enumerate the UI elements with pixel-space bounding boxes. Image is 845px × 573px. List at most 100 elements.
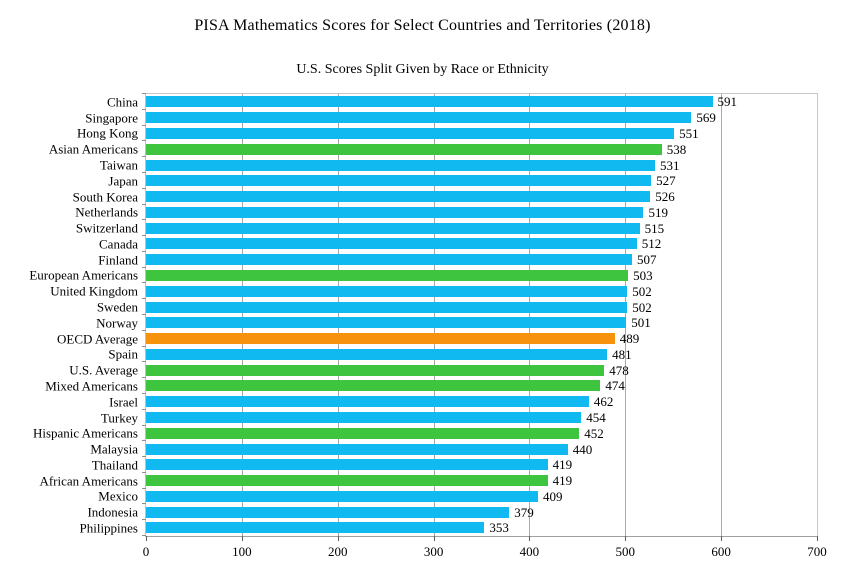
bar bbox=[146, 333, 615, 345]
bar-row: African Americans 419 bbox=[39, 473, 817, 489]
bar-row: Asian Americans 538 bbox=[49, 141, 817, 157]
chart-subtitle: U.S. Scores Split Given by Race or Ethni… bbox=[296, 62, 549, 77]
x-tick-label: 500 bbox=[615, 544, 636, 559]
gridline bbox=[433, 94, 435, 536]
bar-row: Switzerland 515 bbox=[76, 220, 817, 236]
bar-row: United Kingdom 502 bbox=[50, 283, 817, 299]
bar bbox=[146, 364, 605, 376]
y-axis-tick bbox=[142, 361, 146, 363]
y-axis-tick bbox=[142, 329, 146, 331]
y-axis-tick bbox=[142, 203, 146, 205]
category-label: Malaysia bbox=[90, 441, 138, 457]
y-axis-tick bbox=[142, 187, 146, 189]
bar-value-label: 462 bbox=[593, 394, 614, 410]
bar-value-label: 379 bbox=[514, 504, 534, 520]
category-label: Turkey bbox=[100, 410, 138, 426]
bar-value-label: 527 bbox=[656, 173, 676, 189]
bar bbox=[146, 143, 662, 155]
bar bbox=[146, 475, 548, 487]
category-label: Japan bbox=[108, 173, 138, 189]
bar bbox=[146, 191, 651, 203]
bar-value-label: 489 bbox=[619, 331, 640, 347]
x-axis-tick bbox=[146, 536, 147, 541]
x-tick-label: 300 bbox=[423, 544, 444, 559]
x-axis-tick bbox=[433, 536, 435, 541]
category-label: Indonesia bbox=[87, 504, 138, 520]
y-axis-tick bbox=[142, 219, 146, 221]
bar bbox=[146, 396, 589, 408]
category-label: Israel bbox=[109, 394, 138, 410]
x-tick-label: 600 bbox=[711, 544, 731, 559]
bar-row: Taiwan 531 bbox=[100, 157, 817, 173]
bar-value-label: 452 bbox=[584, 425, 604, 441]
y-axis-tick bbox=[142, 108, 146, 110]
bar bbox=[146, 238, 637, 250]
bar bbox=[146, 112, 692, 124]
gridline bbox=[529, 94, 531, 536]
category-label: Finland bbox=[98, 252, 138, 268]
bar-value-label: 512 bbox=[641, 236, 662, 252]
y-axis-tick bbox=[142, 456, 146, 458]
bar-row: Philippines 353 bbox=[79, 520, 817, 536]
y-axis-tick bbox=[142, 487, 146, 489]
bar-value-label: 502 bbox=[632, 283, 652, 299]
bar-rows: China 591 Singapore 569 Hong Kong 551 Asian Am… bbox=[29, 94, 817, 536]
category-label: Hong Kong bbox=[76, 125, 138, 141]
bar bbox=[146, 490, 539, 502]
bar bbox=[146, 127, 675, 139]
bar-value-label: 515 bbox=[644, 220, 665, 236]
y-axis-tick bbox=[142, 392, 146, 394]
bar-value-label: 353 bbox=[489, 520, 509, 536]
category-label: Canada bbox=[99, 236, 138, 252]
category-label: United Kingdom bbox=[50, 283, 138, 299]
x-axis-tick bbox=[721, 536, 723, 541]
bar-row: Spain 481 bbox=[108, 347, 817, 363]
bar-row: South Korea 526 bbox=[73, 189, 817, 205]
bar-value-label: 440 bbox=[572, 441, 593, 457]
bar bbox=[146, 254, 632, 266]
bar bbox=[146, 301, 628, 313]
x-tick-label: 0 bbox=[142, 544, 150, 559]
category-label: U.S. Average bbox=[69, 362, 138, 378]
bar-value-label: 538 bbox=[666, 141, 687, 157]
category-label: Hispanic Americans bbox=[32, 425, 138, 441]
bar-row: OECD Average 489 bbox=[57, 331, 817, 347]
category-label: Norway bbox=[96, 315, 138, 331]
bar-row: Turkey 454 bbox=[101, 410, 817, 426]
x-axis-tick bbox=[241, 536, 243, 541]
y-axis-tick bbox=[142, 298, 146, 300]
category-label: OECD Average bbox=[57, 331, 138, 347]
x-axis-tick bbox=[817, 536, 818, 541]
chart-title: PISA Mathematics Scores for Select Count… bbox=[194, 17, 651, 34]
category-label: Asian Americans bbox=[48, 141, 138, 157]
category-label: European Americans bbox=[29, 267, 138, 283]
bar-row: Mixed Americans 474 bbox=[45, 378, 817, 394]
bar-value-label: 502 bbox=[632, 299, 652, 315]
bar bbox=[146, 159, 655, 171]
bar bbox=[146, 269, 629, 281]
bar-row: Hong Kong 551 bbox=[77, 126, 817, 142]
x-tick-label: 700 bbox=[807, 544, 827, 559]
category-label: Mixed Americans bbox=[45, 378, 138, 394]
bar bbox=[146, 175, 652, 187]
bar-value-label: 478 bbox=[609, 362, 629, 378]
y-axis-tick bbox=[142, 140, 146, 142]
y-axis-tick bbox=[142, 250, 146, 252]
bar-value-label: 419 bbox=[552, 473, 573, 489]
bar-value-label: 474 bbox=[605, 378, 625, 394]
bar-value-label: 501 bbox=[631, 315, 651, 331]
y-axis-tick bbox=[142, 535, 146, 536]
bar bbox=[146, 427, 580, 439]
bar bbox=[146, 285, 628, 297]
gridline bbox=[625, 94, 627, 536]
bar bbox=[146, 206, 644, 218]
bar-value-label: 409 bbox=[543, 488, 563, 504]
bar bbox=[146, 380, 601, 392]
x-axis-tick bbox=[529, 536, 531, 541]
category-label: Spain bbox=[108, 346, 138, 362]
gridline bbox=[337, 94, 339, 536]
y-axis-tick bbox=[142, 503, 146, 505]
bar-row: Norway 501 bbox=[96, 315, 817, 331]
bar-row: U.S. Average 478 bbox=[69, 362, 817, 378]
